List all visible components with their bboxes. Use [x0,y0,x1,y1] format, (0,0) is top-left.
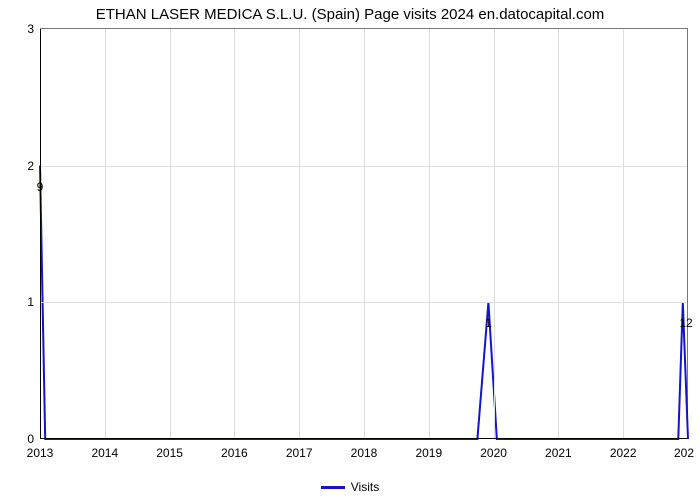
gridline-v [429,29,430,438]
x-axis [40,438,688,439]
y-tick-label: 1 [27,295,40,309]
data-point-label: 9 [37,180,44,194]
gridline-v [623,29,624,438]
plot-area: 0123201320142015201620172018201920202021… [40,28,688,438]
y-axis [40,29,41,439]
x-tick-label: 2019 [415,438,442,460]
x-tick-label: 2016 [221,438,248,460]
data-point-label: 12 [679,316,692,330]
legend-swatch [321,486,345,489]
x-tick-label: 2013 [27,438,54,460]
x-tick-label: 2017 [286,438,313,460]
x-tick-label: 2014 [91,438,118,460]
chart-title: ETHAN LASER MEDICA S.L.U. (Spain) Page v… [0,6,700,23]
gridline-v [299,29,300,438]
gridline-v [364,29,365,438]
legend-label: Visits [351,480,379,494]
x-tick-label: 202 [674,438,694,460]
x-tick-label: 2018 [351,438,378,460]
chart-container: ETHAN LASER MEDICA S.L.U. (Spain) Page v… [0,0,700,500]
gridline-v [494,29,495,438]
y-tick-label: 2 [27,159,40,173]
legend: Visits [0,480,700,494]
gridline-v [170,29,171,438]
x-tick-label: 2022 [610,438,637,460]
gridline-v [105,29,106,438]
gridline-v [558,29,559,438]
y-tick-label: 3 [27,22,40,36]
gridline-v [234,29,235,438]
x-tick-label: 2015 [156,438,183,460]
x-tick-label: 2020 [480,438,507,460]
x-tick-label: 2021 [545,438,572,460]
data-point-label: 1 [485,316,492,330]
